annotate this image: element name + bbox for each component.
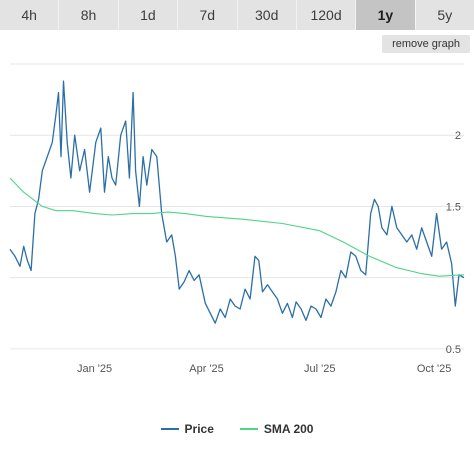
legend-item-price[interactable]: Price	[160, 422, 214, 436]
price-chart: 0.5 1.5 2 Jan '25 Apr '25 Jul '25 Oct '25	[9, 63, 465, 375]
chart-legend: Price SMA 200	[0, 418, 474, 440]
tab-7d[interactable]: 7d	[178, 0, 238, 30]
tab-30d[interactable]: 30d	[237, 0, 297, 30]
tab-120d[interactable]: 120d	[296, 0, 357, 30]
legend-label-price: Price	[184, 422, 214, 436]
x-tick-label: Apr '25	[189, 363, 224, 375]
x-tick-label: Jan '25	[77, 363, 112, 375]
y-tick-label: 2	[455, 130, 461, 142]
legend-swatch-price	[160, 428, 179, 430]
tab-4h[interactable]: 4h	[0, 0, 60, 30]
tab-1y[interactable]: 1y	[356, 0, 416, 30]
y-tick-label: 1.5	[446, 201, 461, 213]
y-tick-label: 0.5	[446, 344, 461, 356]
price-line	[9, 80, 465, 324]
timeframe-tabs: 4h 8h 1d 7d 30d 120d 1y 5y	[0, 0, 474, 30]
x-tick-label: Jul '25	[304, 363, 335, 375]
legend-item-sma-200[interactable]: SMA 200	[239, 422, 314, 436]
sma-200-line	[9, 177, 465, 277]
remove-graph-button[interactable]: remove graph	[382, 35, 470, 53]
tab-5y[interactable]: 5y	[415, 0, 474, 30]
x-tick-label: Oct '25	[417, 363, 452, 375]
tab-8h[interactable]: 8h	[59, 0, 119, 30]
legend-swatch-sma-200	[239, 428, 258, 430]
tab-1d[interactable]: 1d	[118, 0, 179, 30]
legend-label-sma-200: SMA 200	[263, 422, 314, 436]
